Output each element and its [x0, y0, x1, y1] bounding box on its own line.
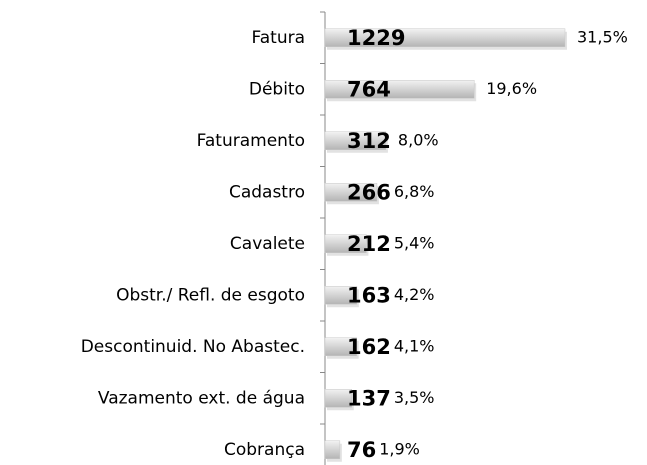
category-label: Débito — [249, 79, 305, 99]
value-label: 163 — [347, 283, 391, 307]
bar — [324, 28, 566, 47]
value-label: 1229 — [347, 26, 405, 50]
value-label: 162 — [347, 335, 391, 359]
category-label: Fatura — [252, 28, 305, 48]
bar — [324, 389, 353, 408]
share-label: 31,5% — [577, 27, 628, 46]
bar — [324, 234, 367, 253]
value-label: 212 — [347, 232, 391, 256]
bar — [324, 80, 475, 99]
share-label: 4,2% — [394, 285, 435, 304]
share-label: 4,1% — [394, 336, 435, 355]
bar — [324, 337, 357, 356]
share-label: 3,5% — [394, 388, 435, 407]
category-label: Cavalete — [230, 234, 305, 254]
bar — [324, 183, 378, 202]
category-label: Obstr./ Refl. de esgoto — [116, 285, 305, 305]
value-label: 312 — [347, 129, 391, 153]
value-label: 137 — [347, 386, 391, 410]
category-label: Cobrança — [224, 440, 305, 460]
share-label: 19,6% — [486, 79, 537, 98]
bar — [324, 131, 387, 150]
share-label: 1,9% — [379, 439, 420, 458]
category-label: Faturamento — [197, 131, 305, 151]
category-label: Cadastro — [229, 182, 305, 202]
bar — [324, 286, 358, 305]
value-label: 76 — [347, 438, 376, 462]
category-label: Descontinuid. No Abastec. — [81, 337, 305, 357]
value-label: 764 — [347, 77, 391, 101]
share-label: 5,4% — [394, 233, 435, 252]
share-label: 6,8% — [394, 182, 435, 201]
share-label: 8,0% — [398, 130, 439, 149]
category-label: Vazamento ext. de água — [98, 388, 305, 408]
value-label: 266 — [347, 180, 391, 204]
bar — [324, 440, 341, 459]
